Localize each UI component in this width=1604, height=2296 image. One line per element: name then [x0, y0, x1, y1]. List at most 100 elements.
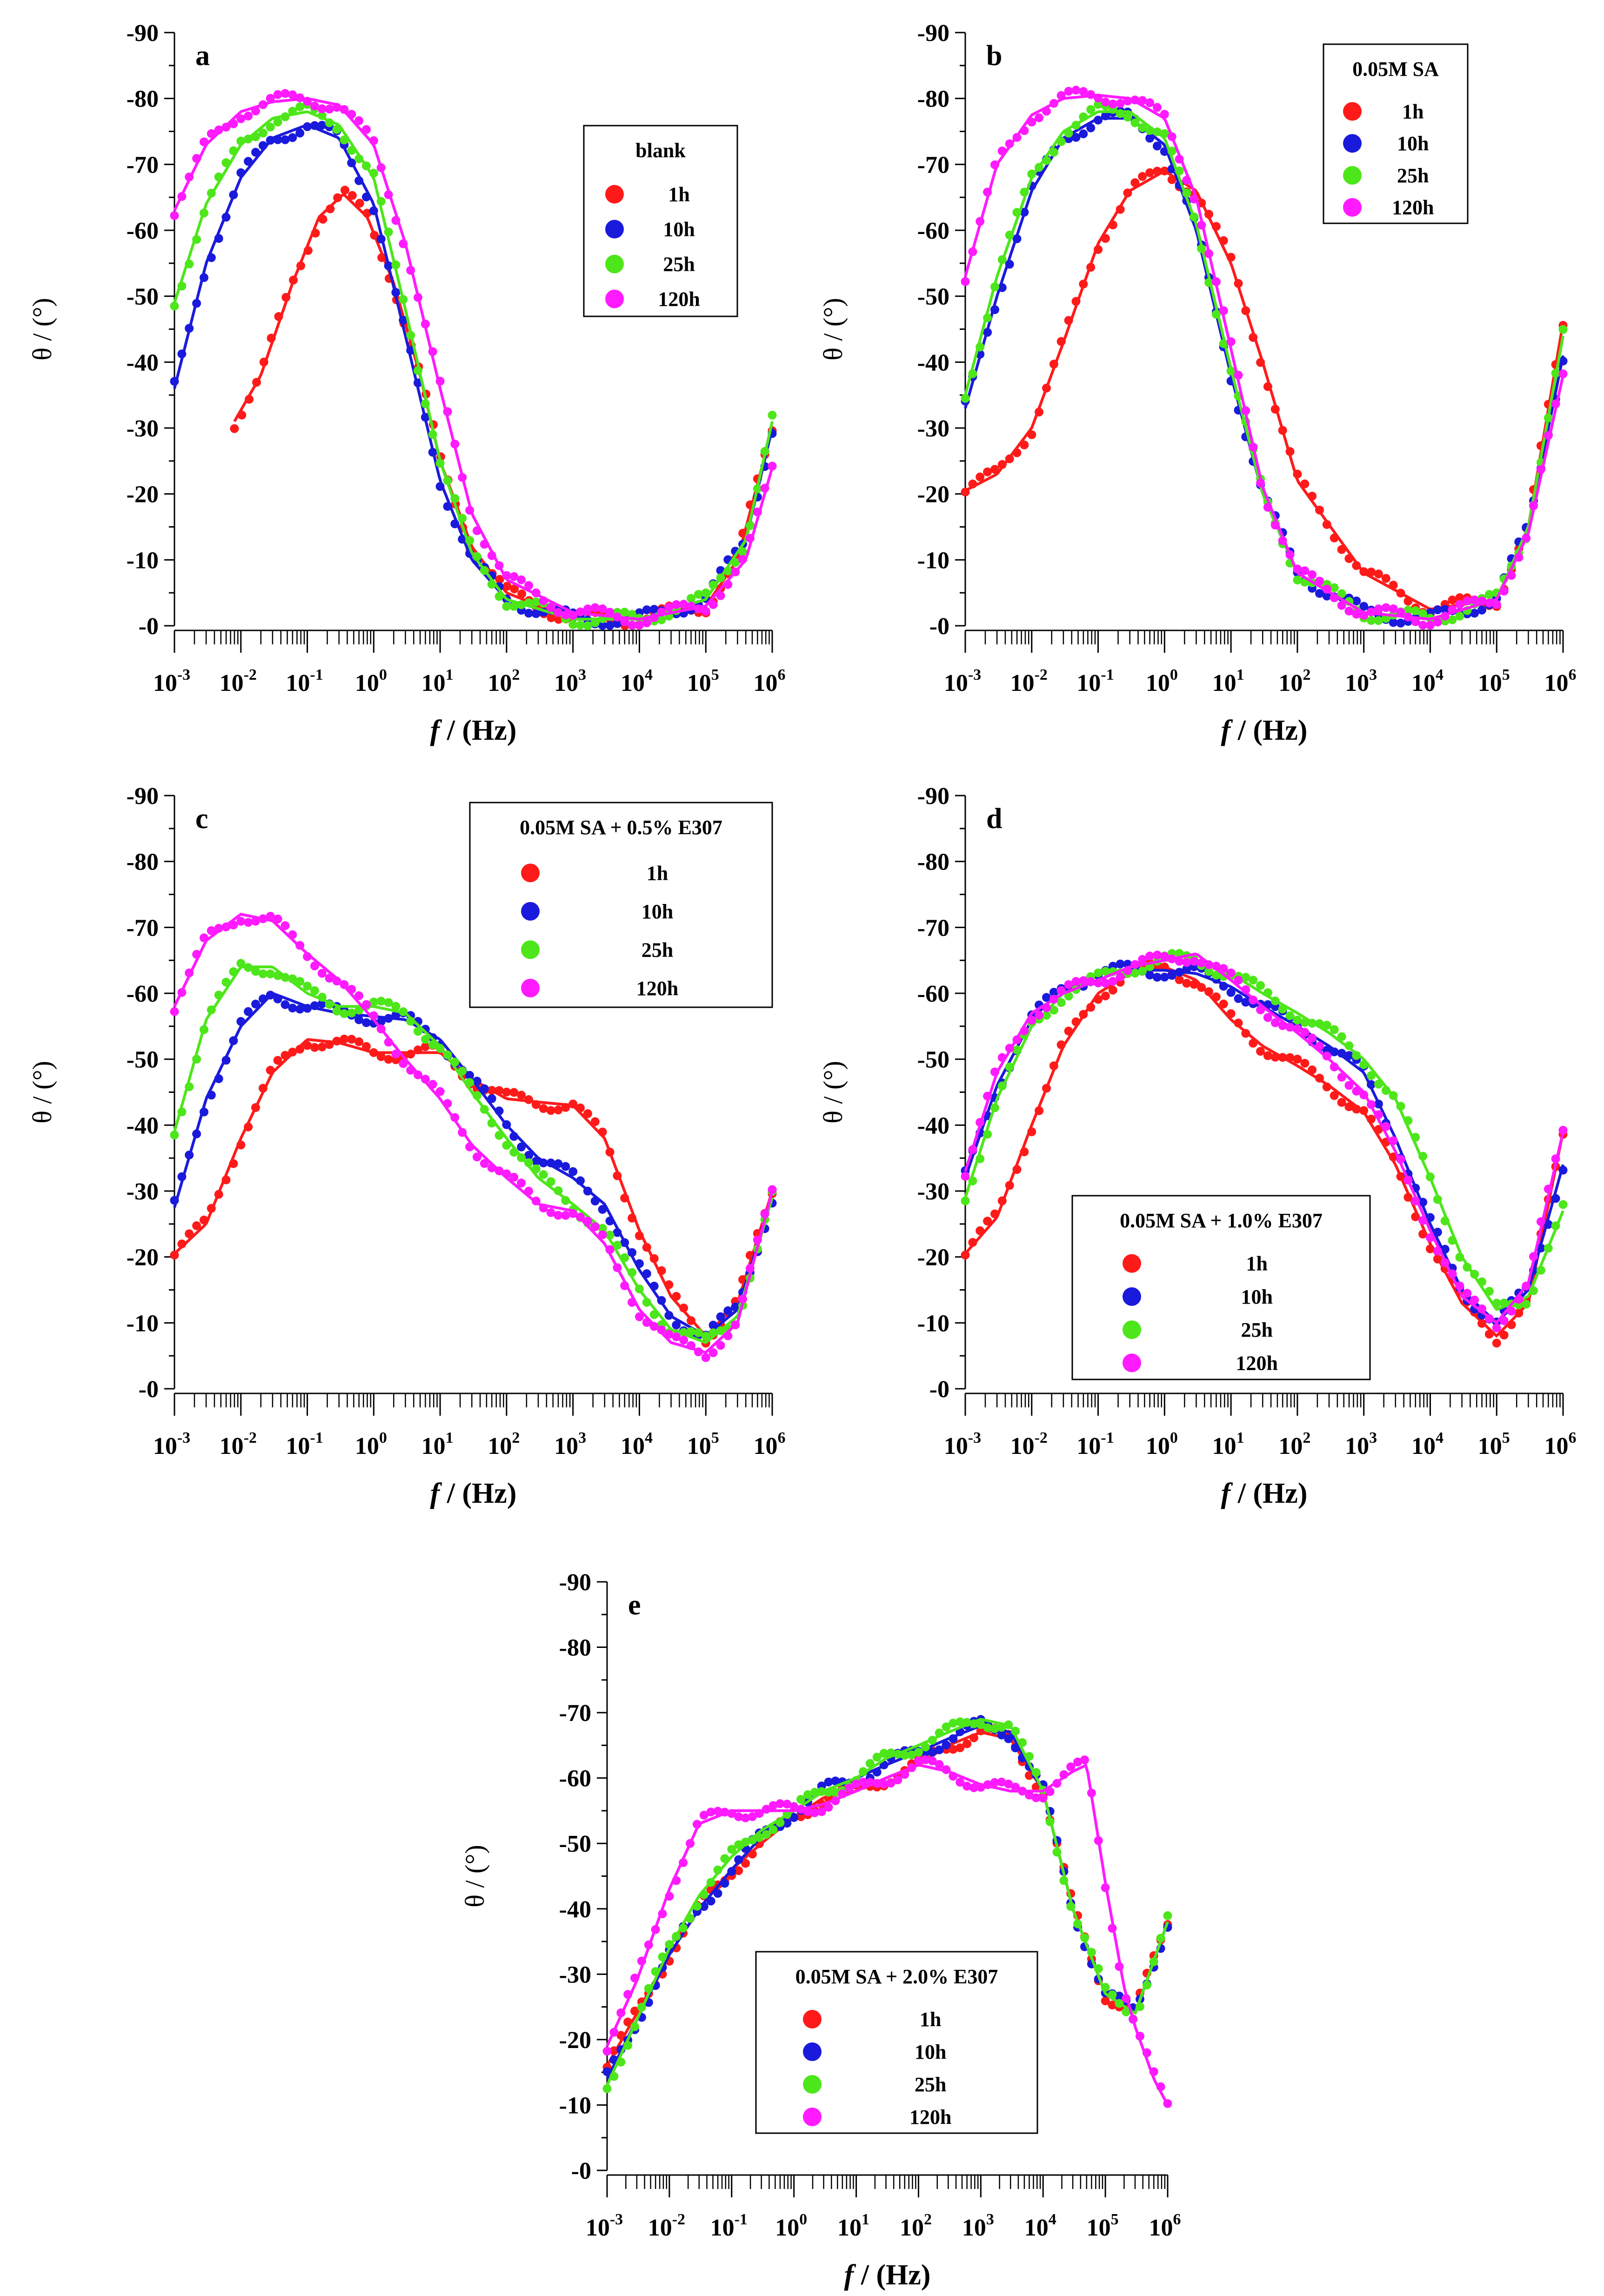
data-point [1108, 977, 1117, 986]
data-point [348, 191, 357, 200]
data-point [616, 2031, 626, 2040]
legend-label-10h: 10h [1241, 1285, 1273, 1308]
data-point [1558, 325, 1568, 334]
data-point [1059, 1770, 1069, 1779]
data-point [968, 369, 977, 378]
data-point [384, 190, 393, 199]
data-point [1056, 91, 1066, 100]
x-tick-label: 10-1 [1076, 1429, 1114, 1459]
data-point [753, 1235, 762, 1245]
data-point [295, 93, 305, 102]
legend-label-120h: 120h [1236, 1352, 1278, 1374]
x-tick-label: 10-3 [586, 2211, 623, 2241]
data-point [177, 1239, 187, 1249]
data-point [1011, 1782, 1020, 1792]
y-tick-label: -30 [917, 1178, 949, 1205]
data-point [701, 1332, 710, 1341]
data-point [649, 1310, 659, 1319]
data-point [391, 288, 401, 297]
data-point [185, 1229, 194, 1238]
series-120h-fit-line [964, 94, 1564, 621]
data-point [258, 100, 267, 109]
x-tick-label: 10-1 [286, 1429, 323, 1459]
data-point [1042, 993, 1051, 1002]
data-point [1425, 1213, 1435, 1222]
data-point [391, 1002, 401, 1011]
data-point [886, 1779, 896, 1788]
data-point [266, 136, 275, 145]
data-point [1136, 2002, 1144, 2011]
data-point [723, 1306, 733, 1315]
data-point [258, 141, 267, 150]
data-point [872, 1767, 882, 1777]
data-point [879, 1780, 889, 1789]
data-point [1064, 1026, 1073, 1036]
legend-marker-10h [605, 220, 624, 239]
data-point [1367, 567, 1376, 576]
data-point [782, 1810, 792, 1819]
data-point [465, 1071, 475, 1080]
data-point [628, 1268, 637, 1277]
data-point [554, 1159, 563, 1168]
series-1h-fit-line [964, 170, 1564, 610]
data-point [214, 991, 223, 1000]
data-point [613, 1241, 622, 1250]
data-point [1308, 570, 1317, 579]
data-point [1352, 596, 1361, 606]
data-point [748, 1835, 757, 1845]
y-tick-label: -60 [917, 981, 949, 1007]
data-point [185, 1151, 194, 1160]
data-point [1115, 1962, 1124, 1971]
data-point [1211, 962, 1221, 971]
data-point [1448, 605, 1457, 615]
data-point [509, 1172, 519, 1182]
data-point [865, 1778, 875, 1787]
data-point [539, 1170, 548, 1179]
data-point [782, 1800, 792, 1809]
data-point [450, 1058, 460, 1067]
data-point [583, 604, 592, 614]
x-tick-label: 10-1 [1076, 666, 1114, 696]
data-point [369, 136, 378, 145]
data-point [590, 1197, 600, 1205]
legend-title: blank [635, 139, 686, 162]
data-point [1418, 1216, 1428, 1225]
data-point [487, 1118, 496, 1128]
data-point [561, 610, 570, 620]
data-point [1167, 132, 1176, 141]
x-tick-label: 103 [962, 2211, 994, 2241]
y-tick-label: -10 [917, 547, 949, 574]
data-point [708, 1328, 718, 1338]
series-1h-points [961, 167, 1568, 619]
data-point [531, 1196, 541, 1205]
data-point [267, 334, 276, 343]
data-point [289, 275, 298, 285]
x-tick-label: 10-3 [944, 666, 981, 696]
data-point [831, 1796, 840, 1806]
data-point [340, 1034, 349, 1044]
data-point [421, 1042, 430, 1051]
data-point [369, 206, 378, 215]
data-point [1073, 1757, 1083, 1767]
data-point [657, 1296, 666, 1305]
data-point [509, 1132, 519, 1141]
data-point [221, 122, 231, 132]
data-point [602, 2047, 612, 2056]
data-point [616, 2008, 626, 2017]
data-point [686, 1914, 695, 1923]
data-point [679, 1303, 688, 1312]
data-point [303, 1004, 312, 1013]
data-point [1234, 994, 1243, 1003]
legend-box [469, 802, 773, 1008]
data-point [170, 301, 179, 311]
data-point [1145, 98, 1155, 107]
data-point [347, 146, 356, 155]
data-point [928, 1756, 937, 1766]
data-point [177, 349, 187, 359]
data-point [1396, 1102, 1405, 1111]
data-point [1211, 310, 1221, 319]
data-point [245, 395, 254, 404]
data-point [723, 566, 733, 576]
data-point [1211, 277, 1221, 286]
data-point [458, 1128, 467, 1137]
